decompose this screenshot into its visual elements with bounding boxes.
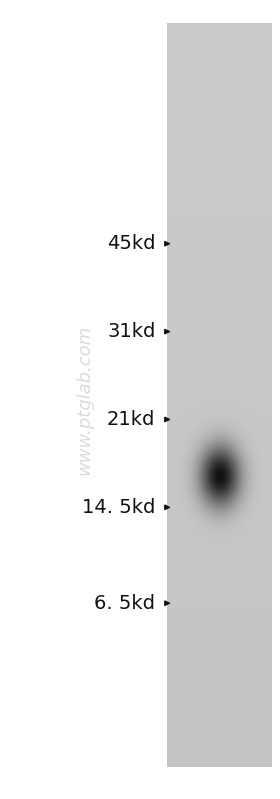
Text: 45kd: 45kd (107, 234, 155, 253)
Text: 6. 5kd: 6. 5kd (94, 594, 155, 613)
Text: 31kd: 31kd (107, 322, 155, 341)
Text: 21kd: 21kd (107, 410, 155, 429)
Text: 14. 5kd: 14. 5kd (82, 498, 155, 517)
Text: www.ptglab.com: www.ptglab.com (75, 324, 93, 475)
